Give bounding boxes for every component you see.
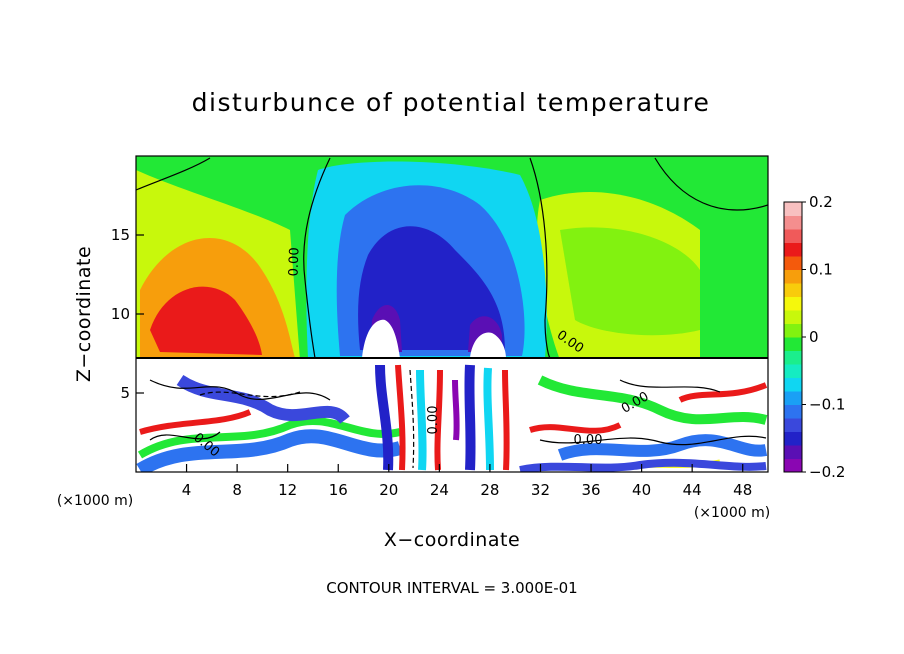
colorbar-swatch: [784, 431, 802, 446]
band-red-right: [529, 382, 768, 434]
contour-lower-6: [409, 369, 415, 469]
y-tick-label: 10: [111, 305, 130, 323]
x-unit-label: (×1000 m): [694, 505, 770, 521]
contour-lower-5: [199, 391, 301, 398]
colorbar-swatch: [784, 283, 802, 297]
contour-label: 0.00: [287, 247, 303, 276]
contour-label: 0.00: [574, 433, 603, 448]
field-region-lime: [560, 227, 700, 336]
colorbar-swatch: [784, 458, 802, 473]
colorbar-swatch: [784, 404, 802, 419]
x-tick-label: 20: [379, 481, 398, 499]
band-blue-1: [136, 429, 403, 472]
band-blue-2: [176, 374, 350, 425]
colorbar-tick-label: −0.1: [809, 396, 845, 414]
band-green-right: [537, 375, 768, 425]
colorbar-swatch: [784, 242, 802, 257]
colorbar-tick-label: −0.2: [809, 463, 845, 481]
contour-lower-2: [149, 431, 221, 441]
contour-zero-mid-left: [303, 157, 331, 359]
colorbar-swatch: [784, 256, 802, 270]
contour-label: 0.00: [426, 406, 441, 435]
colorbar-swatch: [784, 418, 802, 432]
y-unit-label: (×1000 m): [57, 493, 133, 509]
colorbar-ticks: 0.2 0.1 0 −0.1 −0.2: [802, 193, 845, 481]
field-region-purple: [370, 305, 502, 352]
x-tick-label: 16: [329, 481, 348, 499]
colorbar-swatch: [784, 445, 802, 459]
turbulent-layer: [136, 358, 768, 472]
colorbar-swatch: [784, 323, 802, 338]
x-tick-label: 8: [232, 481, 242, 499]
colorbar-swatch: [784, 337, 802, 351]
y-axis-ticks: 5 10 15: [111, 226, 144, 402]
band-red-1: [139, 409, 252, 435]
chart-title: disturbunce of potential temperature: [192, 88, 711, 117]
colorbar-swatch: [784, 215, 802, 230]
x-tick-label: 44: [683, 481, 702, 499]
x-tick-label: 24: [430, 481, 449, 499]
x-tick-label: 4: [182, 481, 192, 499]
field-region-white: [362, 319, 506, 358]
contour-zero-mid-right: [529, 157, 551, 359]
contour-lower-3: [539, 435, 767, 446]
contour-interval: CONTOUR INTERVAL = 3.000E-01: [326, 579, 577, 597]
colorbar-swatch: [784, 350, 802, 365]
x-tick-label: 12: [278, 481, 297, 499]
contour-lower-4: [619, 379, 721, 393]
band-red-vert: [395, 364, 510, 471]
band-blue-vert: [375, 364, 476, 471]
colorbar-swatch: [784, 391, 802, 405]
x-tick-label: 40: [632, 481, 651, 499]
contour-zero-right: [654, 157, 768, 211]
colorbar-swatch: [784, 229, 802, 243]
colorbar-tick-label: 0: [809, 328, 819, 346]
heatmap-field: [136, 156, 768, 361]
band-purple-vert: [452, 379, 460, 441]
y-tick-label: 5: [120, 384, 130, 402]
x-tick-label: 32: [531, 481, 550, 499]
band-green-1: [137, 417, 401, 459]
colorbar-swatch: [784, 364, 802, 378]
colorbar-swatch: [784, 296, 802, 311]
y-axis-label: Z−coordinate: [73, 246, 95, 382]
colorbar-swatch: [784, 377, 802, 392]
contour-zero-left: [136, 157, 211, 191]
colorbar-swatch: [784, 310, 802, 324]
y-tick-label: 15: [111, 226, 130, 244]
colorbar: [783, 201, 803, 473]
colorbar-tick-label: 0.2: [809, 193, 833, 211]
x-tick-label: 28: [480, 481, 499, 499]
x-tick-label: 36: [581, 481, 600, 499]
x-axis-label: X−coordinate: [384, 529, 520, 551]
x-tick-label: 48: [733, 481, 752, 499]
band-blue-bottom: [519, 458, 767, 472]
x-axis-ticks: 4 8 12 16 20 24 28 32 36 40 44 48: [182, 464, 752, 499]
contour-lower-1: [149, 379, 331, 401]
colorbar-tick-label: 0.1: [809, 261, 833, 279]
field-region-red: [150, 286, 262, 355]
colorbar-swatch: [784, 202, 802, 216]
colorbar-swatch: [784, 269, 802, 284]
contour-lines: [136, 157, 768, 469]
band-cyan-vert: [416, 367, 494, 471]
